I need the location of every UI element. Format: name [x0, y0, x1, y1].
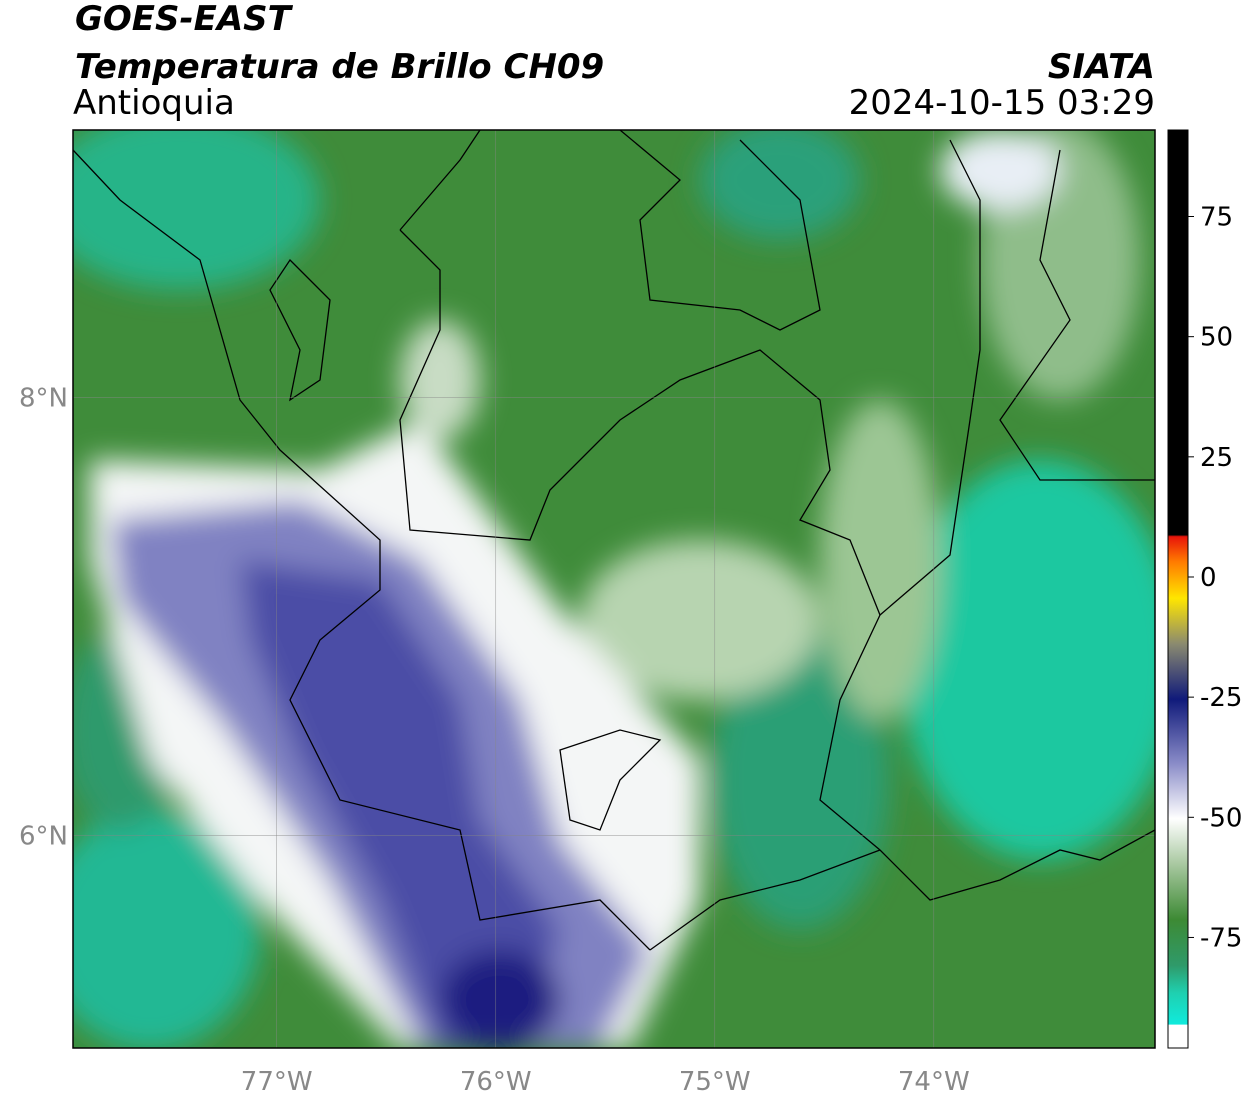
x-tick-label: 75°W: [679, 1067, 751, 1097]
colorbar-tick-label: -25: [1200, 683, 1242, 713]
colorbar-tick-label: 0: [1200, 563, 1217, 593]
x-tick-label: 77°W: [241, 1067, 313, 1097]
colorbar-tick-label: 50: [1200, 323, 1233, 353]
title: GOES-EAST: [75, 0, 294, 39]
region: Antioquia: [73, 83, 235, 123]
colorbar-tick-label: -50: [1200, 803, 1242, 833]
x-tick-label: 76°W: [460, 1067, 532, 1097]
map-frame: [72, 129, 1156, 1049]
x-tick-label: 74°W: [898, 1067, 970, 1097]
y-tick-label: 6°N: [19, 821, 68, 851]
timestamp: 2024-10-15 03:29: [849, 83, 1155, 123]
colorbar-tick-label: 25: [1200, 443, 1233, 473]
grid: [73, 130, 1155, 1048]
colorbar-tick-label: 75: [1200, 203, 1233, 233]
subtitle: Temperatura de Brillo CH09: [75, 47, 604, 87]
colorbar-tick-label: -75: [1200, 923, 1242, 953]
satellite-image: [73, 130, 1155, 1048]
colorbar: [1167, 129, 1189, 1049]
y-tick-label: 8°N: [19, 383, 68, 413]
source: SIATA: [1048, 47, 1155, 87]
